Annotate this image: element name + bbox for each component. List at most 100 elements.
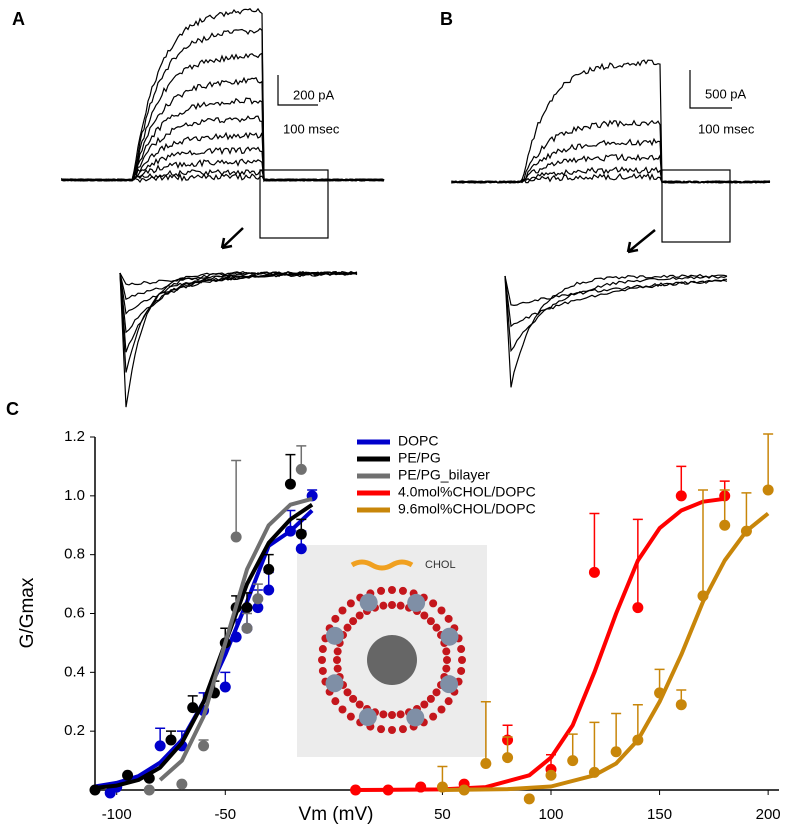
data-point	[252, 593, 264, 605]
y-tick-label: 1.0	[64, 487, 85, 504]
data-point	[632, 602, 644, 614]
panel-label: B	[440, 9, 453, 29]
data-point	[241, 622, 253, 634]
lipid-head	[343, 623, 352, 632]
data-point	[154, 740, 166, 752]
arrow	[626, 229, 656, 254]
trace	[61, 97, 384, 183]
protein	[325, 674, 344, 693]
data-point	[523, 793, 535, 805]
trace	[61, 158, 385, 182]
current-traces	[61, 7, 771, 408]
chart: 0.2 0.4 0.6 0.8 1.0 1.2 -100 -50 50 100 150 200 Vm (…	[17, 428, 781, 825]
data-point	[295, 528, 307, 540]
lipid-head	[457, 666, 466, 675]
data-point	[502, 752, 514, 764]
data-point	[567, 755, 579, 767]
lipid-head	[349, 694, 358, 703]
lipid-head	[377, 725, 386, 734]
fit-curve	[442, 511, 770, 792]
lipid-head	[388, 586, 396, 594]
lipid-head	[331, 614, 340, 623]
fit-curve	[94, 503, 314, 790]
tail-trace	[119, 270, 358, 408]
lipid-head	[398, 586, 407, 595]
error-bar	[698, 489, 708, 596]
error-bar	[480, 701, 491, 764]
y-tick-label: 0.6	[64, 604, 85, 621]
tail-trace	[504, 275, 728, 307]
lipid-head	[388, 726, 396, 734]
error-bar	[763, 433, 774, 490]
cholesterol	[350, 559, 414, 571]
trace	[61, 172, 385, 184]
y-tick-label: 0.2	[64, 722, 85, 739]
x-tick-label: 150	[647, 806, 672, 823]
trace	[61, 27, 385, 182]
trace	[451, 172, 771, 184]
trace	[451, 137, 771, 184]
data-point	[588, 766, 600, 778]
data-point	[610, 746, 622, 758]
lipid-head	[388, 601, 396, 609]
data-point	[284, 525, 296, 537]
lipid-head	[429, 599, 438, 608]
lipid-head	[343, 688, 352, 697]
data-point	[719, 519, 731, 531]
data-point	[263, 584, 275, 596]
lipid-head	[331, 697, 340, 706]
legend-label: DOPC	[398, 433, 438, 449]
protein	[406, 708, 425, 727]
lipid-head	[398, 725, 407, 734]
legend-label: PE/PG_bilayer	[398, 467, 490, 483]
data-point	[545, 769, 557, 781]
error-bar	[589, 512, 600, 573]
data-point	[176, 778, 188, 790]
data-point	[230, 531, 242, 543]
x-tick-label: 100	[538, 806, 563, 823]
scale-bar	[277, 75, 318, 106]
fit-curve	[158, 496, 313, 782]
error-bar	[741, 492, 752, 532]
x-tick-label: -100	[102, 806, 132, 823]
data-point	[263, 563, 275, 575]
lipid-head	[349, 617, 358, 626]
lipid-head	[432, 688, 441, 697]
tail-trace	[119, 270, 358, 373]
lipid-head	[444, 614, 453, 623]
lipid-head	[318, 656, 326, 664]
lipid-head	[457, 645, 466, 654]
protein	[407, 593, 426, 612]
data-point	[415, 781, 427, 793]
y-tick-label: 0.4	[64, 663, 85, 680]
lipid-head	[444, 697, 453, 706]
data-point	[350, 784, 362, 796]
data-point	[89, 784, 101, 796]
lipid-head	[388, 711, 396, 719]
data-point	[165, 734, 177, 746]
tail-trace	[119, 272, 358, 286]
scale-label: 100 msec	[698, 121, 755, 136]
lipid-head	[437, 606, 446, 615]
zoom-box	[259, 169, 329, 239]
protein	[440, 627, 459, 646]
lipid-head	[432, 623, 441, 632]
lipid-head	[377, 586, 386, 595]
lipid-head	[429, 712, 438, 721]
error-bar	[589, 721, 600, 773]
lipid-head	[426, 694, 435, 703]
error-bar	[632, 703, 643, 740]
lipid-head	[443, 656, 451, 664]
data-point	[480, 758, 492, 770]
data-point	[219, 681, 231, 693]
data-point	[740, 525, 752, 537]
data-point	[675, 699, 687, 711]
lipid-head	[437, 705, 446, 714]
y-tick-label: 1.2	[64, 428, 85, 445]
legend-label: 4.0mol%CHOL/DOPC	[398, 484, 536, 500]
data-point	[284, 478, 296, 490]
data-point	[654, 687, 666, 699]
lipid-head	[333, 647, 342, 656]
liposome-illustration	[318, 559, 466, 734]
